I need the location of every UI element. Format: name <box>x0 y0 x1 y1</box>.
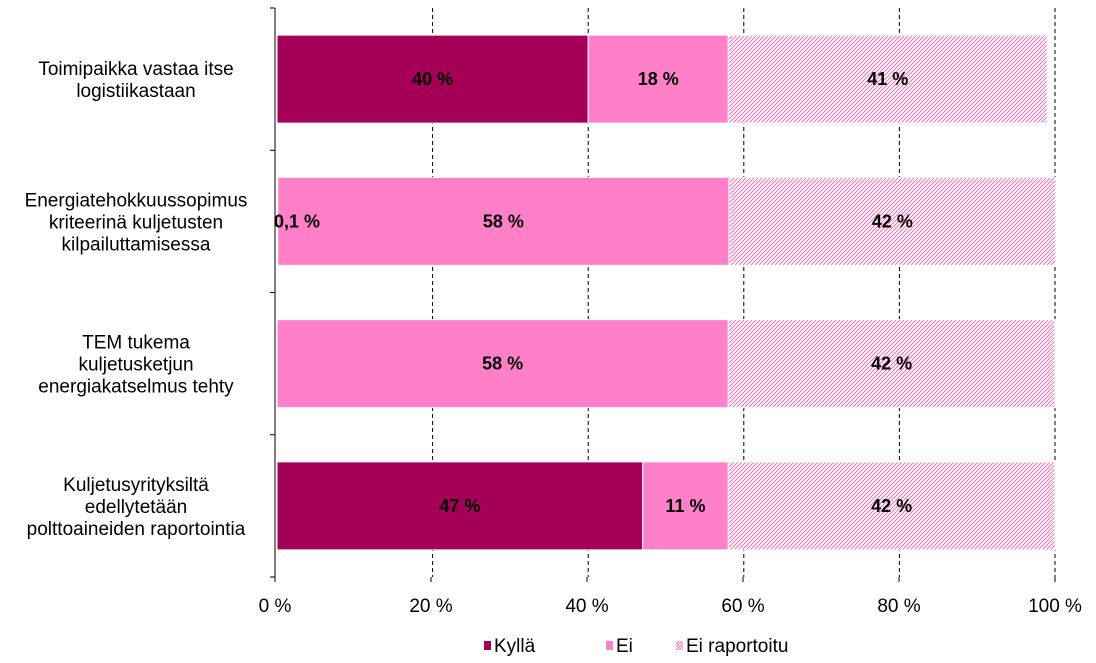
category-label: polttoaineiden raportointia <box>27 519 246 540</box>
x-tick-label: 20 % <box>409 596 452 617</box>
bar-ei-raportoitu <box>727 34 1048 124</box>
category-label: kuljetusketjun <box>78 355 193 376</box>
data-label: 18 % <box>638 69 679 89</box>
legend-label: Kyllä <box>494 636 536 657</box>
data-label: 47 % <box>439 496 480 516</box>
bar-ei <box>642 461 729 551</box>
data-label: 42 % <box>872 211 913 231</box>
x-tick-label: 40 % <box>565 596 608 617</box>
axes <box>270 7 1056 582</box>
bar-ei-raportoitu <box>727 461 1056 551</box>
category-label: edellytetään <box>85 497 187 518</box>
data-label: 42 % <box>871 354 912 374</box>
bar-ei-raportoitu <box>728 176 1057 266</box>
x-tick-labels: 0 % 20 % 40 % 60 % 80 % 100 % <box>259 596 1082 617</box>
legend-swatch <box>676 641 683 650</box>
data-labels: 40 % 18 % 41 % 0,1 % 58 % 42 % 58 % 42 % 47 % 11 … <box>274 69 913 516</box>
bars <box>276 34 1057 551</box>
data-label: 11 % <box>665 496 705 516</box>
legend-swatch <box>606 641 613 650</box>
x-tick-label: 60 % <box>721 596 764 617</box>
legend: Kyllä Ei Ei raportoitu <box>484 636 788 657</box>
legend-swatch <box>484 641 491 650</box>
legend-label: Ei <box>616 636 633 657</box>
category-label: Kuljetusyrityksiltä <box>63 475 209 496</box>
legend-label: Ei raportoitu <box>686 636 788 657</box>
category-label: energiakatselmus tehty <box>38 377 234 398</box>
bar-kyllä <box>276 461 644 551</box>
category-label: kriteerinä kuljetusten <box>49 212 223 233</box>
bar-ei-raportoitu <box>727 319 1056 409</box>
category-label: TEM tukema <box>82 333 190 354</box>
x-tick-label: 80 % <box>877 596 920 617</box>
category-label: kilpailuttamisessa <box>62 234 211 255</box>
data-label: 58 % <box>482 354 523 374</box>
data-label: 42 % <box>871 496 912 516</box>
category-label: logistiikastaan <box>76 81 195 102</box>
bar-kyllä <box>276 34 589 124</box>
x-tick-label: 100 % <box>1028 596 1082 617</box>
data-label: 40 % <box>412 69 453 89</box>
data-label: 0,1 % <box>274 211 320 231</box>
data-label: 41 % <box>867 69 908 89</box>
data-label: 58 % <box>483 211 524 231</box>
bar-ei <box>587 34 729 124</box>
x-tick-label: 0 % <box>259 596 292 617</box>
category-label: Energiatehokkuussopimus <box>25 190 248 211</box>
bar-ei <box>277 176 730 266</box>
bar-ei <box>276 319 729 409</box>
category-label: Toimipaikka vastaa itse <box>38 59 233 80</box>
